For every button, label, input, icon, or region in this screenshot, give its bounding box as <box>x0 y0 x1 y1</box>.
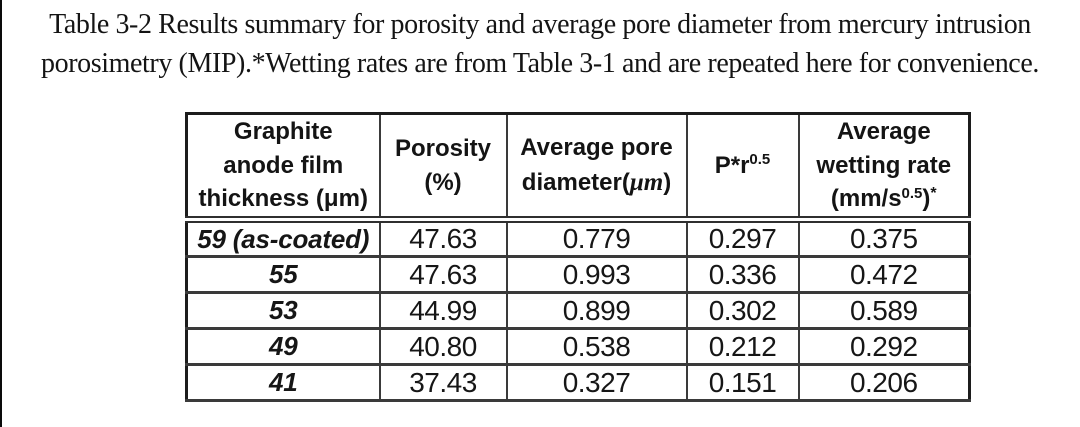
cell-p-r: 0.336 <box>685 255 800 294</box>
header-wetting-close-paren: ) <box>922 185 931 213</box>
header-pore-diameter-pre: diameter( <box>521 168 630 196</box>
header-pore-diameter-mu-symbol: μm <box>629 168 664 196</box>
cell-p-r: 0.151 <box>685 363 800 402</box>
cell-wetting-rate: 0.375 <box>797 218 971 258</box>
cell-wetting-rate: 0.292 <box>797 327 971 366</box>
table-row: 53 44.99 0.899 0.302 0.589 <box>185 291 971 330</box>
cell-wetting-rate: 0.472 <box>797 255 971 294</box>
header-wetting-line2: wetting rate <box>816 151 952 179</box>
cell-diameter: 0.993 <box>505 255 688 294</box>
cell-diameter: 0.538 <box>505 327 688 366</box>
header-wetting-rate: Average wetting rate (mm/s0.5)* <box>797 112 971 223</box>
header-thickness: Graphite anode film thickness (μm) <box>185 112 381 223</box>
cell-porosity: 40.80 <box>378 327 508 366</box>
cell-thickness: 49 <box>185 327 381 366</box>
cell-porosity: 47.63 <box>378 218 508 258</box>
header-wetting-asterisk: * <box>930 185 937 203</box>
header-wetting-line1: Average <box>836 118 931 146</box>
cell-thickness: 55 <box>185 255 381 294</box>
table-row: 49 40.80 0.538 0.212 0.292 <box>185 327 971 366</box>
table-row: 55 47.63 0.993 0.336 0.472 <box>185 255 971 294</box>
cell-porosity: 44.99 <box>378 291 508 330</box>
header-p-r: P*r0.5 <box>685 112 800 223</box>
cell-wetting-rate: 0.589 <box>797 291 971 330</box>
table-row: 59 (as-coated) 47.63 0.779 0.297 0.375 <box>185 218 971 258</box>
header-pore-diameter-line1: Average pore <box>520 134 673 162</box>
header-p-r-superscript: 0.5 <box>749 151 771 169</box>
cell-thickness: 59 (as-coated) <box>185 218 381 258</box>
cell-p-r: 0.302 <box>685 291 800 330</box>
cell-porosity: 37.43 <box>378 363 508 402</box>
cell-thickness: 41 <box>185 363 381 402</box>
page-edge-line <box>0 0 2 427</box>
cell-wetting-rate: 0.206 <box>797 363 971 402</box>
mip-results-table: Graphite anode film thickness (μm) Poros… <box>185 112 971 402</box>
table-row: 41 37.43 0.327 0.151 0.206 <box>185 363 971 402</box>
cell-p-r: 0.297 <box>685 218 800 258</box>
header-row: Graphite anode film thickness (μm) Poros… <box>185 112 971 223</box>
header-pore-diameter: Average pore diameter(μm) <box>505 112 688 223</box>
cell-diameter: 0.899 <box>505 291 688 330</box>
header-wetting-superscript: 0.5 <box>901 185 923 203</box>
cell-thickness: 53 <box>185 291 381 330</box>
header-porosity: Porosity (%) <box>378 112 508 223</box>
cell-p-r: 0.212 <box>685 327 800 366</box>
header-pore-diameter-post: ) <box>663 168 672 196</box>
cell-diameter: 0.779 <box>505 218 688 258</box>
cell-diameter: 0.327 <box>505 363 688 402</box>
cell-porosity: 47.63 <box>378 255 508 294</box>
table-caption: Table 3-2 Results summary for porosity a… <box>41 9 1039 80</box>
header-p-r-base: P*r <box>714 151 750 179</box>
header-wetting-units: (mm/s <box>830 185 902 213</box>
